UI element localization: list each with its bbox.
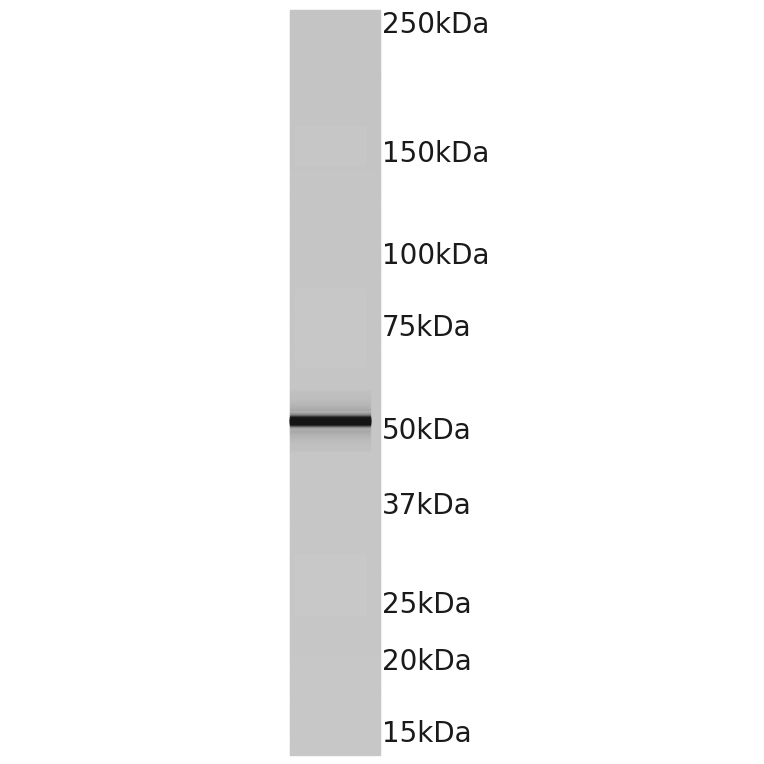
Text: 75kDa: 75kDa	[382, 315, 471, 342]
Text: 15kDa: 15kDa	[382, 720, 471, 748]
Text: 150kDa: 150kDa	[382, 140, 490, 168]
Text: 50kDa: 50kDa	[382, 416, 471, 445]
Text: 20kDa: 20kDa	[382, 648, 471, 675]
Text: 250kDa: 250kDa	[382, 11, 490, 39]
Text: 25kDa: 25kDa	[382, 591, 471, 620]
Text: 100kDa: 100kDa	[382, 242, 490, 270]
Text: 37kDa: 37kDa	[382, 493, 471, 520]
